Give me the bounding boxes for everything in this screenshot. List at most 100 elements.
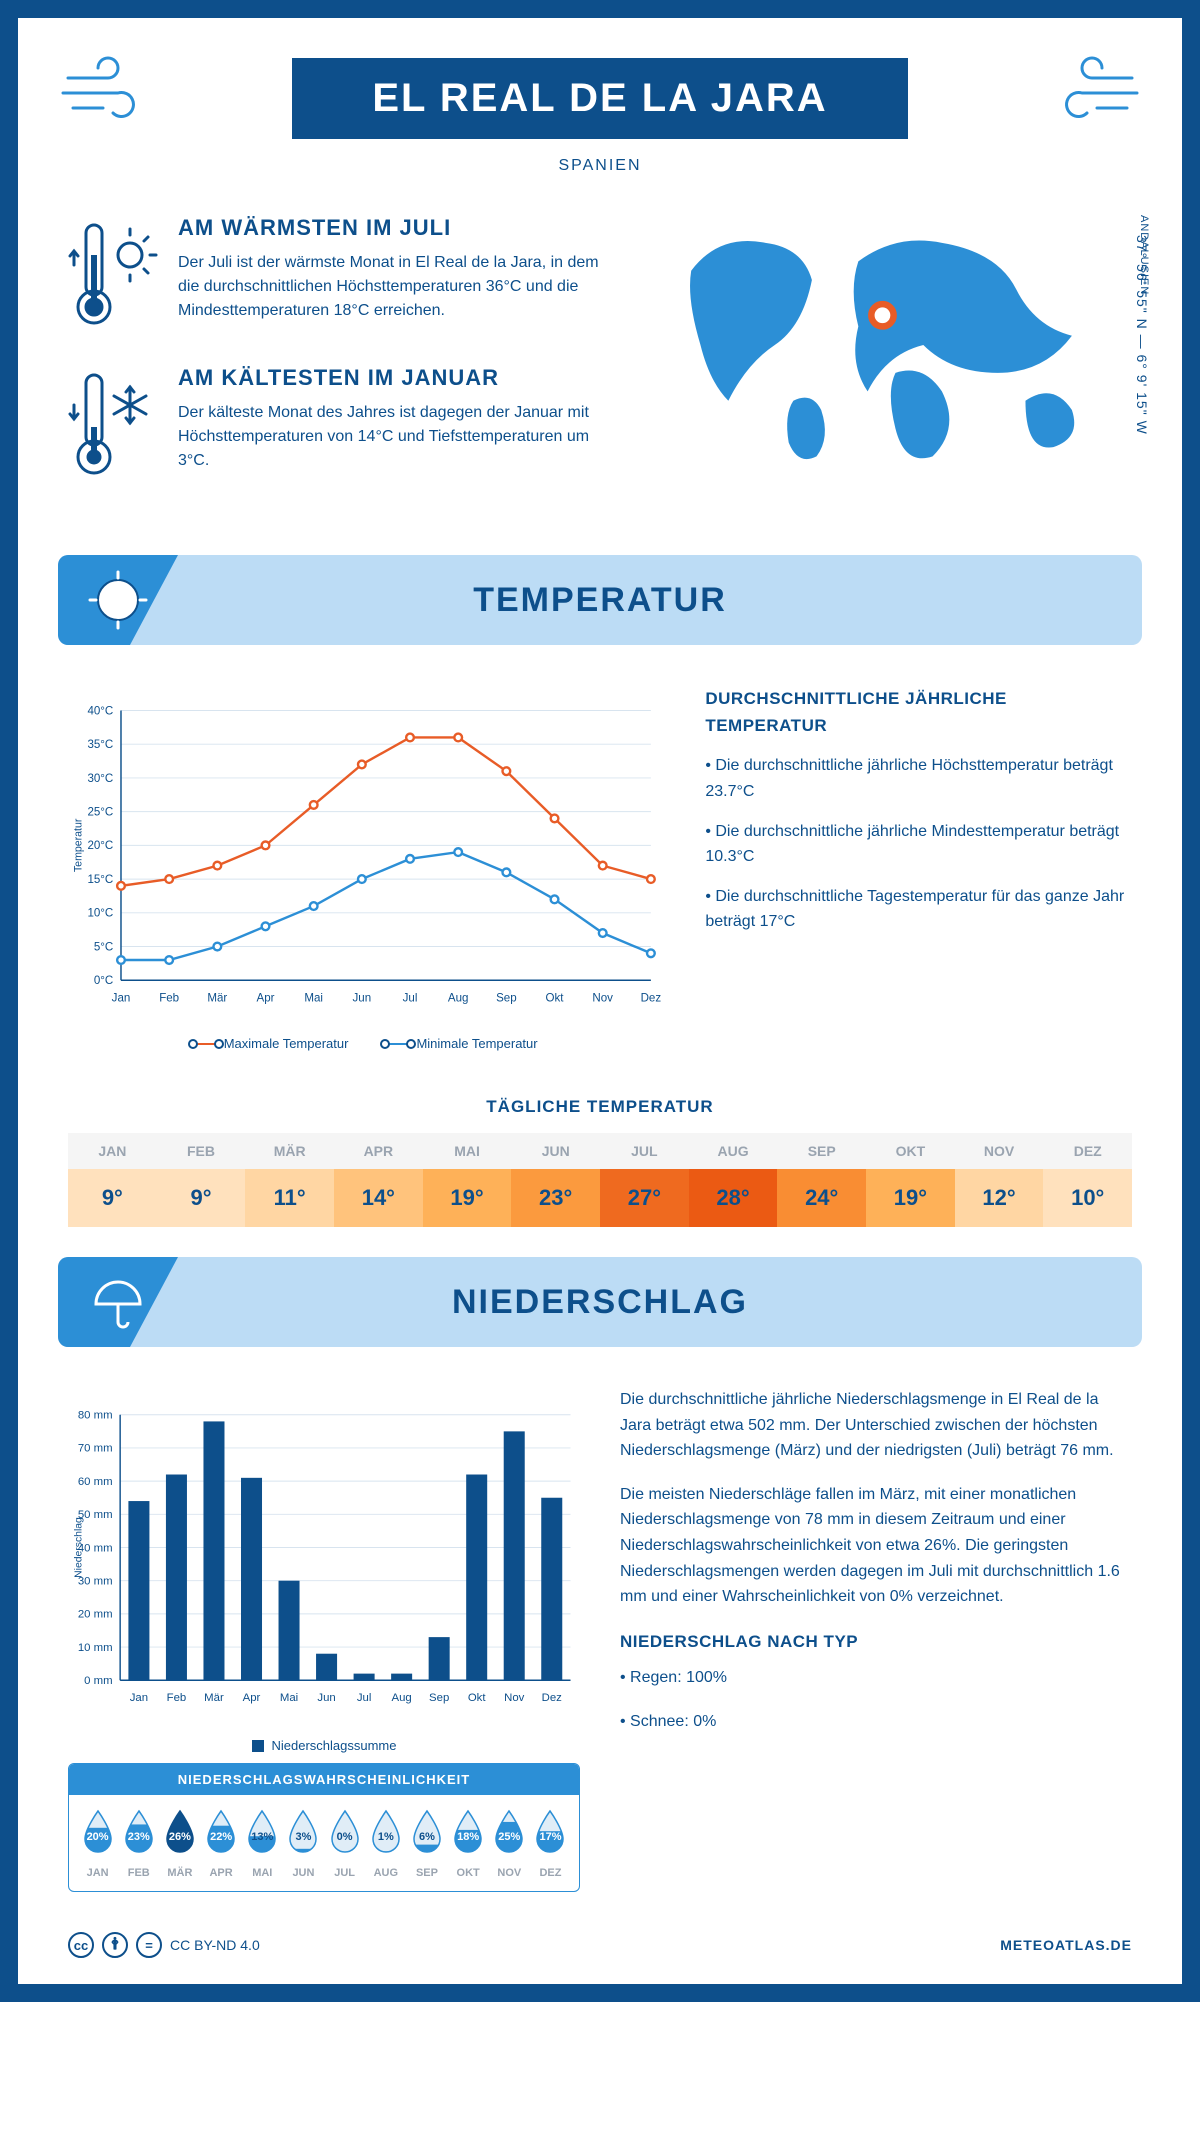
daily-cell: JUL27° bbox=[600, 1133, 689, 1227]
prob-cell: 20%JAN bbox=[77, 1809, 118, 1879]
svg-text:35°C: 35°C bbox=[87, 739, 113, 751]
cc-icon: cc bbox=[68, 1932, 94, 1958]
thermometer-sun-icon bbox=[68, 215, 158, 335]
wind-icon bbox=[1042, 48, 1142, 128]
svg-text:Sep: Sep bbox=[496, 992, 517, 1004]
page: EL REAL DE LA JARA SPANIEN bbox=[0, 0, 1200, 2002]
precipitation-heading: NIEDERSCHLAG bbox=[452, 1283, 748, 1322]
daily-cell: NOV12° bbox=[955, 1133, 1044, 1227]
temp-bullet-2: • Die durchschnittliche jährliche Mindes… bbox=[705, 819, 1132, 870]
svg-text:25°C: 25°C bbox=[87, 806, 113, 818]
daily-cell: OKT19° bbox=[866, 1133, 955, 1227]
precipitation-bar-chart: 0 mm10 mm20 mm30 mm40 mm50 mm60 mm70 mm8… bbox=[68, 1387, 580, 1727]
svg-text:70 mm: 70 mm bbox=[78, 1443, 113, 1455]
temp-bullet-3: • Die durchschnittliche Tagestemperatur … bbox=[705, 884, 1132, 935]
temperature-heading: TEMPERATUR bbox=[473, 581, 727, 620]
footer: cc 🛉 = CC BY-ND 4.0 METEOATLAS.DE bbox=[18, 1912, 1182, 1964]
svg-text:Okt: Okt bbox=[468, 1692, 487, 1704]
svg-text:Nov: Nov bbox=[592, 992, 613, 1004]
precipitation-probability-box: NIEDERSCHLAGSWAHRSCHEINLICHKEIT 20%JAN23… bbox=[68, 1763, 580, 1892]
svg-text:Apr: Apr bbox=[257, 992, 275, 1004]
daily-cell: MAI19° bbox=[423, 1133, 512, 1227]
country-label: SPANIEN bbox=[18, 157, 1182, 175]
daily-cell: SEP24° bbox=[777, 1133, 866, 1227]
svg-text:20 mm: 20 mm bbox=[78, 1609, 113, 1621]
svg-text:Okt: Okt bbox=[546, 992, 565, 1004]
svg-text:5°C: 5°C bbox=[94, 941, 113, 953]
svg-text:Mär: Mär bbox=[207, 992, 227, 1004]
svg-text:Jul: Jul bbox=[357, 1692, 372, 1704]
prob-cell: 22%APR bbox=[201, 1809, 242, 1879]
precipitation-section: 0 mm10 mm20 mm30 mm40 mm50 mm60 mm70 mm8… bbox=[18, 1367, 1182, 1912]
coldest-heading: AM KÄLTESTEN IM JANUAR bbox=[178, 365, 610, 391]
precip-snow: • Schnee: 0% bbox=[620, 1709, 1132, 1735]
prob-cell: 13%MAI bbox=[242, 1809, 283, 1879]
svg-text:Aug: Aug bbox=[392, 1692, 412, 1704]
temperature-line-chart: 0°C5°C10°C15°C20°C25°C30°C35°C40°CJanFeb… bbox=[68, 685, 665, 1025]
svg-text:Jun: Jun bbox=[353, 992, 372, 1004]
svg-text:Mai: Mai bbox=[304, 992, 323, 1004]
daily-temp-heading: TÄGLICHE TEMPERATUR bbox=[18, 1097, 1182, 1117]
umbrella-icon bbox=[88, 1272, 148, 1332]
svg-text:80 mm: 80 mm bbox=[78, 1410, 113, 1422]
prob-cell: 25%NOV bbox=[489, 1809, 530, 1879]
sun-icon bbox=[88, 570, 148, 630]
legend-precip: Niederschlagssumme bbox=[272, 1738, 397, 1753]
precipitation-banner: NIEDERSCHLAG bbox=[58, 1257, 1142, 1347]
coordinates: 37° 56' 55" N — 6° 9' 15" W bbox=[1134, 235, 1150, 435]
precipitation-summary: Die durchschnittliche jährliche Niedersc… bbox=[620, 1387, 1132, 1892]
precip-p1: Die durchschnittliche jährliche Niedersc… bbox=[620, 1387, 1132, 1464]
temp-summary-heading: DURCHSCHNITTLICHE JÄHRLICHE TEMPERATUR bbox=[705, 685, 1132, 739]
svg-text:60 mm: 60 mm bbox=[78, 1476, 113, 1488]
svg-text:15°C: 15°C bbox=[87, 874, 113, 886]
temperature-summary: DURCHSCHNITTLICHE JÄHRLICHE TEMPERATUR •… bbox=[705, 685, 1132, 1051]
prob-cell: 26%MÄR bbox=[159, 1809, 200, 1879]
svg-text:Apr: Apr bbox=[243, 1692, 261, 1704]
coldest-text: Der kälteste Monat des Jahres ist dagege… bbox=[178, 401, 610, 473]
svg-text:Jan: Jan bbox=[130, 1692, 148, 1704]
svg-text:Sep: Sep bbox=[429, 1692, 449, 1704]
temperature-section: 0°C5°C10°C15°C20°C25°C30°C35°C40°CJanFeb… bbox=[18, 665, 1182, 1071]
svg-text:0 mm: 0 mm bbox=[84, 1675, 112, 1687]
prob-cell: 18%OKT bbox=[448, 1809, 489, 1879]
svg-text:Dez: Dez bbox=[641, 992, 662, 1004]
daily-cell: JAN9° bbox=[68, 1133, 157, 1227]
by-icon: 🛉 bbox=[102, 1932, 128, 1958]
svg-text:40°C: 40°C bbox=[87, 705, 113, 717]
wind-icon bbox=[58, 48, 158, 128]
svg-text:Jun: Jun bbox=[317, 1692, 335, 1704]
svg-text:20°C: 20°C bbox=[87, 840, 113, 852]
svg-text:Feb: Feb bbox=[159, 992, 179, 1004]
prob-heading: NIEDERSCHLAGSWAHRSCHEINLICHKEIT bbox=[69, 1764, 579, 1795]
daily-cell: APR14° bbox=[334, 1133, 423, 1227]
precip-type-heading: NIEDERSCHLAG NACH TYP bbox=[620, 1628, 1132, 1655]
license-block: cc 🛉 = CC BY-ND 4.0 bbox=[68, 1932, 260, 1958]
svg-text:Feb: Feb bbox=[167, 1692, 187, 1704]
svg-text:Dez: Dez bbox=[542, 1692, 563, 1704]
warmest-heading: AM WÄRMSTEN IM JULI bbox=[178, 215, 610, 241]
precip-p2: Die meisten Niederschläge fallen im März… bbox=[620, 1482, 1132, 1610]
page-title: EL REAL DE LA JARA bbox=[292, 58, 907, 139]
daily-cell: AUG28° bbox=[689, 1133, 778, 1227]
precip-chart-legend: Niederschlagssumme bbox=[68, 1738, 580, 1753]
nd-icon: = bbox=[136, 1932, 162, 1958]
intro-section: AM WÄRMSTEN IM JULI Der Juli ist der wär… bbox=[18, 185, 1182, 535]
legend-min: Minimale Temperatur bbox=[416, 1036, 537, 1051]
temp-bullet-1: • Die durchschnittliche jährliche Höchst… bbox=[705, 753, 1132, 804]
svg-text:0°C: 0°C bbox=[94, 975, 113, 987]
daily-temp-table: JAN9°FEB9°MÄR11°APR14°MAI19°JUN23°JUL27°… bbox=[68, 1133, 1132, 1227]
prob-cell: 23%FEB bbox=[118, 1809, 159, 1879]
daily-cell: JUN23° bbox=[511, 1133, 600, 1227]
daily-cell: FEB9° bbox=[157, 1133, 246, 1227]
world-map-icon bbox=[640, 215, 1132, 475]
daily-cell: DEZ10° bbox=[1043, 1133, 1132, 1227]
svg-text:Aug: Aug bbox=[448, 992, 469, 1004]
daily-cell: MÄR11° bbox=[245, 1133, 334, 1227]
map-panel: ANDALUSIEN 37° 56' 55" N — 6° 9' 15" W bbox=[640, 215, 1132, 515]
license-text: CC BY-ND 4.0 bbox=[170, 1937, 260, 1953]
prob-cell: 6%SEP bbox=[406, 1809, 447, 1879]
prob-cell: 1%AUG bbox=[365, 1809, 406, 1879]
coldest-block: AM KÄLTESTEN IM JANUAR Der kälteste Mona… bbox=[68, 365, 610, 485]
svg-text:10 mm: 10 mm bbox=[78, 1642, 113, 1654]
svg-text:30°C: 30°C bbox=[87, 773, 113, 785]
